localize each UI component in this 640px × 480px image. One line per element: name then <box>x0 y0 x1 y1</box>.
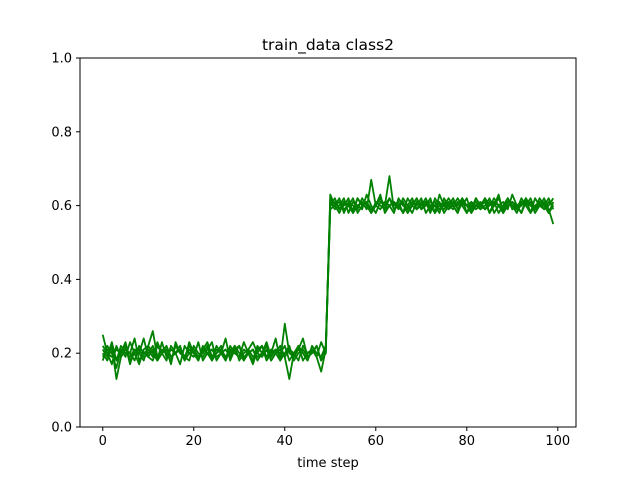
x-tick-label: 0 <box>99 434 107 449</box>
y-tick-label: 0.8 <box>51 125 72 140</box>
y-tick-label: 0.4 <box>51 273 72 288</box>
y-tick-label: 0.2 <box>51 347 72 362</box>
series-line-6 <box>101 193 554 362</box>
x-axis-ticks: 0 20 40 60 80 100 <box>99 427 570 449</box>
x-tick-label: 100 <box>545 434 570 449</box>
x-axis-label: time step <box>297 456 359 471</box>
x-tick-label: 20 <box>185 434 202 449</box>
x-tick-label: 40 <box>276 434 293 449</box>
y-tick-label: 1.0 <box>51 52 72 67</box>
x-tick-label: 80 <box>459 434 476 449</box>
y-tick-label: 0.0 <box>51 421 72 436</box>
series-layer <box>101 175 555 380</box>
plot-frame <box>79 57 577 428</box>
y-tick-label: 0.6 <box>51 199 72 214</box>
x-tick-label: 60 <box>368 434 385 449</box>
chart-title: train_data class2 <box>262 36 394 55</box>
y-axis-ticks: 0.0 0.2 0.4 0.6 0.8 1.0 <box>51 52 80 436</box>
